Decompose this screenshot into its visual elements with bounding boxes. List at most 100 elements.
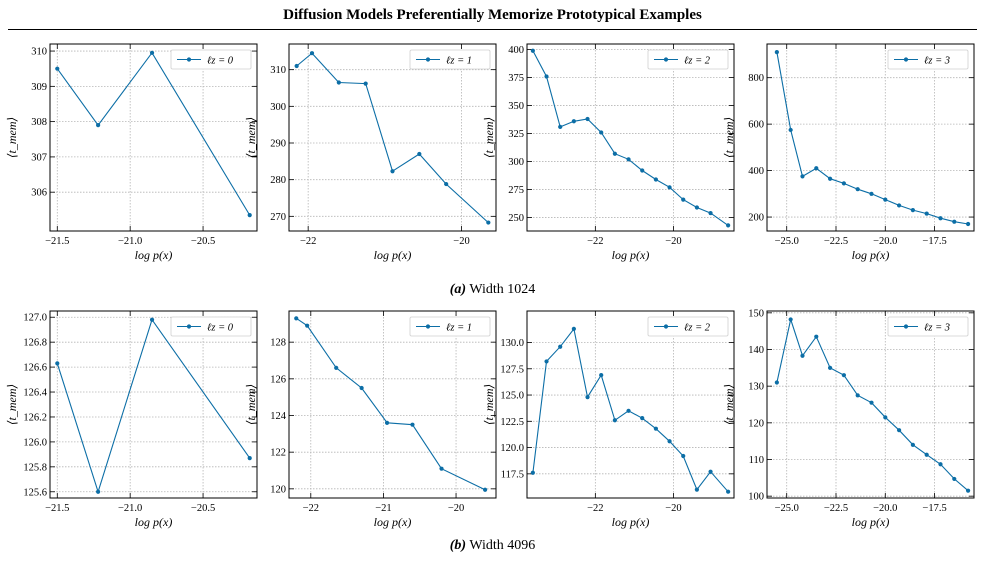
data-point <box>814 166 819 171</box>
y-tick-label: 127.0 <box>23 313 47 324</box>
y-tick-label: 310 <box>31 47 47 58</box>
series-line <box>532 50 729 226</box>
y-tick-label: 125.0 <box>500 391 524 402</box>
y-tick-label: 126.0 <box>23 437 47 448</box>
data-point <box>841 373 846 378</box>
data-point <box>149 317 155 322</box>
legend-marker <box>663 324 669 329</box>
y-tick-label: 130 <box>748 382 764 393</box>
data-point <box>626 408 631 413</box>
y-tick-label: 290 <box>270 139 286 150</box>
series-line <box>56 318 251 494</box>
legend-marker <box>186 57 192 62</box>
y-tick-label: 300 <box>270 102 286 113</box>
series-line <box>295 317 486 491</box>
y-tick-label: 110 <box>749 455 764 466</box>
data-point <box>855 393 860 398</box>
data-point <box>334 365 339 370</box>
data-point <box>530 470 535 475</box>
data-point <box>558 344 563 349</box>
chart-panel-2: −22 −20 270 280 290 300 310 ℓz = 1 log p(x) ⟨t_me… <box>244 43 497 262</box>
legend-box <box>170 49 252 70</box>
legend-box <box>887 316 969 337</box>
y-tick-label: 100 <box>748 492 764 503</box>
data-point <box>599 372 604 378</box>
legend-marker <box>425 57 431 62</box>
data-point <box>924 211 929 216</box>
data-point <box>883 197 888 202</box>
series-line <box>56 51 251 216</box>
data-point <box>585 116 590 122</box>
data-point <box>585 395 590 400</box>
y-tick-label: 200 <box>748 213 764 224</box>
data-point <box>774 50 779 55</box>
data-point <box>640 416 645 421</box>
data-point <box>910 207 915 213</box>
data-point <box>774 380 779 385</box>
data-point <box>841 181 846 186</box>
caption-a: (a) Width 1024 <box>0 282 985 298</box>
y-tick-label: 126.2 <box>23 412 47 423</box>
data-point <box>410 422 415 427</box>
data-point <box>96 489 101 494</box>
x-axis-label: log p(x) <box>852 515 890 529</box>
chart-panel-6: −22 −21 −20 120 122 124 126 128 ℓz = 1 log p(x) ⟨t… <box>244 310 497 529</box>
y-tick-label: 127.5 <box>500 364 524 375</box>
x-tick-label: −20 <box>448 503 464 514</box>
data-point <box>788 127 793 133</box>
y-tick-label: 140 <box>748 345 764 356</box>
legend-label: ℓz = 2 <box>684 56 711 67</box>
data-point <box>869 191 874 196</box>
y-axis-label: ⟨t_mem⟩ <box>482 384 496 425</box>
data-point <box>384 420 390 425</box>
chart-panel-7: −22 −20 117.5 120.0 122.5 125.0 127.5 130.0 ℓz =… <box>482 310 735 529</box>
x-tick-label: −22.5 <box>824 503 848 514</box>
data-point <box>294 316 299 321</box>
data-point <box>855 187 860 192</box>
data-point <box>869 400 874 405</box>
x-tick-label: −20 <box>453 236 469 247</box>
y-axis-label: ⟨t_mem⟩ <box>5 117 19 158</box>
data-point <box>938 216 943 221</box>
x-tick-label: −22 <box>587 503 603 514</box>
x-axis-label: log p(x) <box>374 248 412 262</box>
y-tick-label: 307 <box>31 152 47 163</box>
x-axis-label: log p(x) <box>135 515 173 529</box>
y-tick-label: 280 <box>270 175 286 186</box>
data-point <box>599 130 604 135</box>
x-tick-label: −20.0 <box>873 503 897 514</box>
legend-box <box>170 316 252 337</box>
data-point <box>814 334 819 339</box>
series-line <box>296 52 489 224</box>
plot-frame <box>49 43 258 232</box>
legend-marker <box>903 324 909 329</box>
data-point <box>444 181 449 187</box>
data-point <box>626 157 631 162</box>
y-axis-label: ⟨t_mem⟩ <box>482 117 496 158</box>
footer-caption <box>60 563 960 578</box>
data-point <box>359 385 364 391</box>
x-tick-label: −20.5 <box>191 236 215 247</box>
y-tick-label: 300 <box>508 157 524 168</box>
y-tick-label: 270 <box>270 212 286 223</box>
y-tick-label: 128 <box>270 338 286 349</box>
chart-panel-4: −25.0 −22.5 −20.0 −17.5 200 400 600 800 ℓz = 3 lo… <box>722 43 975 262</box>
legend-box <box>409 49 491 70</box>
data-point <box>612 151 617 156</box>
y-tick-label: 306 <box>31 188 47 199</box>
y-axis-label: ⟨t_mem⟩ <box>722 117 736 158</box>
data-point <box>439 466 444 471</box>
y-tick-label: 120 <box>748 418 764 429</box>
legend-marker <box>903 57 909 62</box>
x-tick-label: −20.5 <box>191 503 215 514</box>
x-tick-label: −21.5 <box>45 236 69 247</box>
caption-a-text: Width 1024 <box>469 282 536 297</box>
plot-frame <box>766 310 975 499</box>
y-tick-label: 125.8 <box>23 462 47 473</box>
y-tick-label: 150 <box>748 308 764 319</box>
x-tick-label: −21.0 <box>118 236 142 247</box>
data-point <box>681 197 686 202</box>
data-point <box>726 489 731 494</box>
legend-label: ℓz = 1 <box>446 323 472 334</box>
